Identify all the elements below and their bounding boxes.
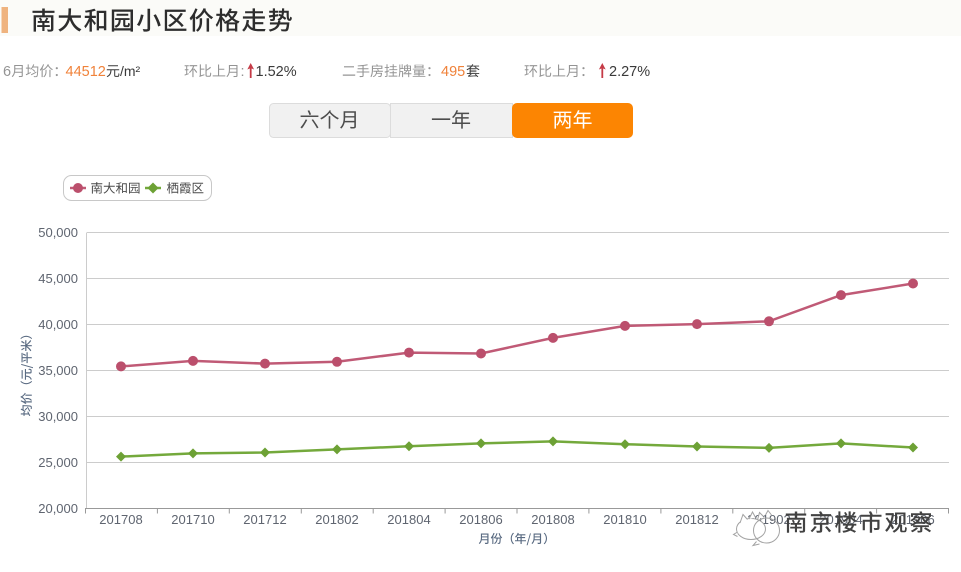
svg-text:201808: 201808 [531,512,574,527]
svg-text:20,000: 20,000 [38,501,78,516]
svg-text:2.27%: 2.27% [609,64,650,80]
svg-text:45,000: 45,000 [38,271,78,286]
svg-text:201712: 201712 [243,512,286,527]
svg-text:495: 495 [441,64,465,80]
svg-text:201806: 201806 [459,512,502,527]
svg-text:201802: 201802 [315,512,358,527]
svg-text:201708: 201708 [99,512,142,527]
svg-text:201812: 201812 [675,512,718,527]
svg-text:35,000: 35,000 [38,363,78,378]
svg-text:201710: 201710 [171,512,214,527]
svg-text:40,000: 40,000 [38,317,78,332]
svg-text:30,000: 30,000 [38,409,78,424]
svg-text:44512: 44512 [66,64,106,80]
svg-text:201810: 201810 [603,512,646,527]
svg-text:25,000: 25,000 [38,455,78,470]
svg-text:/m²: /m² [120,63,141,79]
svg-text::: : [241,64,245,80]
svg-text:201804: 201804 [387,512,430,527]
svg-text:1.52%: 1.52% [256,64,297,80]
svg-text:50,000: 50,000 [38,225,78,240]
svg-text:6: 6 [3,64,11,80]
